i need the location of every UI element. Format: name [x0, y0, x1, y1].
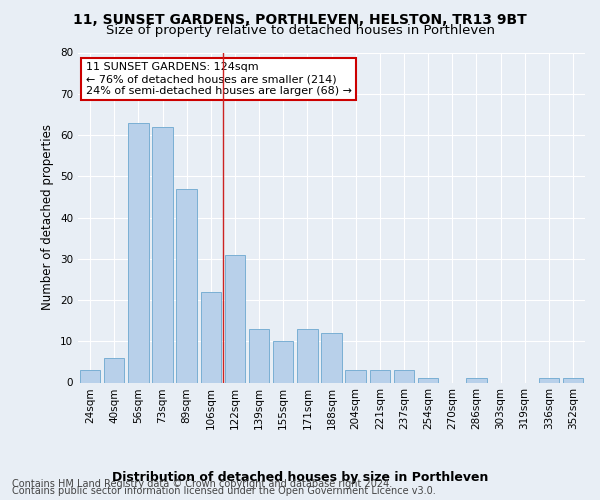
Bar — [418, 378, 439, 382]
Bar — [104, 358, 124, 382]
Bar — [128, 122, 149, 382]
Text: Size of property relative to detached houses in Porthleven: Size of property relative to detached ho… — [106, 24, 494, 37]
Text: Contains HM Land Registry data © Crown copyright and database right 2024.: Contains HM Land Registry data © Crown c… — [12, 479, 392, 489]
Bar — [466, 378, 487, 382]
Bar — [224, 254, 245, 382]
Bar — [176, 188, 197, 382]
Text: Distribution of detached houses by size in Porthleven: Distribution of detached houses by size … — [112, 471, 488, 484]
Bar — [200, 292, 221, 382]
Text: Contains public sector information licensed under the Open Government Licence v3: Contains public sector information licen… — [12, 486, 436, 496]
Bar — [394, 370, 414, 382]
Bar — [80, 370, 100, 382]
Bar — [563, 378, 583, 382]
Bar — [152, 126, 173, 382]
Text: 11, SUNSET GARDENS, PORTHLEVEN, HELSTON, TR13 9BT: 11, SUNSET GARDENS, PORTHLEVEN, HELSTON,… — [73, 12, 527, 26]
Y-axis label: Number of detached properties: Number of detached properties — [41, 124, 55, 310]
Bar — [297, 329, 317, 382]
Bar — [346, 370, 366, 382]
Bar — [539, 378, 559, 382]
Bar — [321, 333, 342, 382]
Text: 11 SUNSET GARDENS: 124sqm
← 76% of detached houses are smaller (214)
24% of semi: 11 SUNSET GARDENS: 124sqm ← 76% of detac… — [86, 62, 352, 96]
Bar — [249, 329, 269, 382]
Bar — [370, 370, 390, 382]
Bar — [273, 341, 293, 382]
